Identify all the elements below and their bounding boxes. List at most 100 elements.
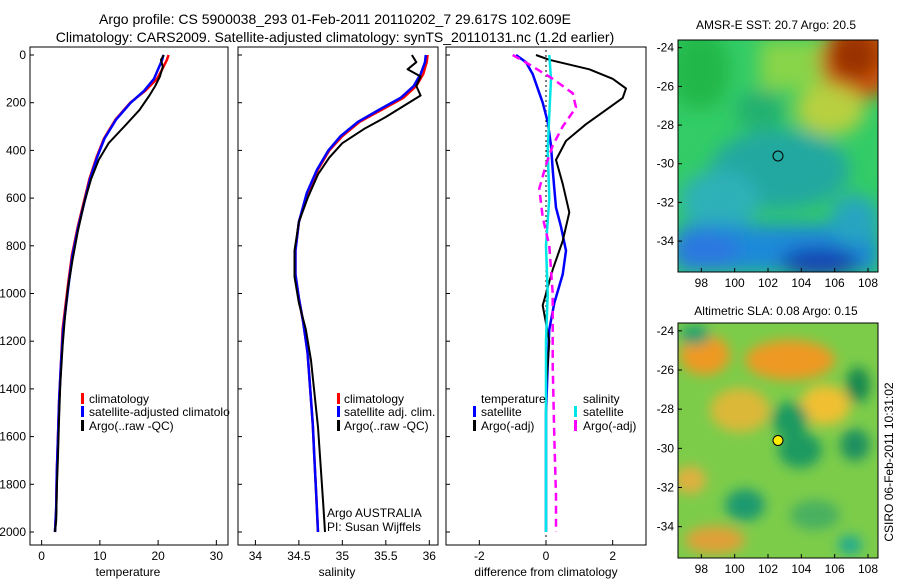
- map-y-tick-label: -32: [657, 195, 675, 209]
- sst-map-image: [678, 40, 878, 272]
- depth-axis-labels: 0 200 400 600 800 1000 1200 1400 1600 1800 2000: [0, 48, 26, 539]
- sst-map-title: AMSR-E SST: 20.7 Argo: 20.5: [696, 18, 856, 32]
- salinity-panel-frame: [237, 46, 439, 546]
- legend-heading-salinity: salinity: [583, 392, 620, 406]
- map-y-tick-label: -30: [657, 157, 675, 171]
- depth-tick-label: 0: [19, 48, 26, 62]
- legend-label-temp-argo: Argo(-adj): [481, 419, 534, 433]
- title-line-1: Argo profile: CS 5900038_293 01-Feb-2011…: [99, 11, 571, 27]
- legend-swatch-sal-argo: [574, 420, 577, 431]
- legend-swatch-climatology: [81, 393, 84, 404]
- series-line-argo-raw-qc: [54, 54, 165, 533]
- title-line-2: Climatology: CARS2009. Satellite-adjuste…: [56, 29, 614, 45]
- map-x-tick-label: 100: [725, 276, 745, 290]
- x-tick-label: 20: [151, 549, 165, 563]
- x-tick-label: 0: [38, 549, 45, 563]
- x-tick-label: 34.5: [287, 549, 311, 563]
- legend-swatch-argo: [337, 420, 340, 431]
- temperature-plot: 0 10 20 30: [30, 54, 224, 563]
- map-y-tick-label: -34: [657, 520, 675, 534]
- sla-map-title: Altimetric SLA: 0.08 Argo: 0.15: [694, 304, 858, 318]
- series-line-satellite-adj-clim: [294, 54, 428, 533]
- x-tick-label: 30: [210, 549, 224, 563]
- legend-label-climatology: climatology: [89, 392, 149, 406]
- legend-label-argo: Argo(..raw -QC): [344, 419, 429, 433]
- map-x-tick-label: 98: [695, 562, 709, 576]
- depth-tick-label: 200: [6, 96, 26, 110]
- legend-label-climatology: climatology: [344, 392, 404, 406]
- depth-tick-label: 1600: [0, 430, 26, 444]
- temperature-xlabel: temperature: [96, 565, 161, 579]
- x-tick-label: 35: [336, 549, 350, 563]
- sst-map-frame: [677, 39, 879, 273]
- series-line-temperature-satellite: [515, 53, 568, 532]
- sla-argo-marker: [772, 435, 784, 446]
- map-x-tick-label: 106: [825, 562, 845, 576]
- x-tick-label: 34: [249, 549, 263, 563]
- map-x-tick-label: 98: [695, 276, 709, 290]
- map-x-tick-label: 104: [791, 562, 811, 576]
- temperature-legend: climatology satellite-adjusted climatolo…: [81, 392, 230, 433]
- footer-stamp: CSIRO 06-Feb-2011 10:31:02: [882, 382, 896, 542]
- difference-plot: -2 0 2: [446, 50, 627, 563]
- legend-label-satellite: satellite-adjusted climatolo: [89, 405, 230, 419]
- series-line-temperature-argo-adj: [535, 54, 627, 532]
- legend-swatch-temp-argo: [473, 420, 476, 431]
- x-tick-label: 2: [609, 549, 616, 563]
- sla-map-image: [678, 323, 878, 558]
- series-line-argo-raw-qc: [293, 54, 422, 533]
- x-tick-label: 36: [423, 549, 437, 563]
- depth-tick-label: 600: [6, 191, 26, 205]
- x-tick-label: 35.5: [374, 549, 398, 563]
- legend-label-sal-argo: Argo(-adj): [583, 419, 636, 433]
- sla-map-axes: 98 100 102 104 106 108 -24 -26 -28 -30 -32 -34: [657, 324, 879, 576]
- annotation-argo-australia: Argo AUSTRALIA: [327, 506, 422, 520]
- legend-label-temp-satellite: satellite: [481, 405, 522, 419]
- series-line-salinity-argo-adj: [512, 53, 578, 532]
- map-y-tick-label: -28: [657, 118, 675, 132]
- salinity-plot: 34 34.5 35 35.5 36: [238, 54, 437, 563]
- legend-swatch-satellite: [337, 406, 340, 417]
- depth-tick-label: 1800: [0, 477, 26, 491]
- map-y-tick-label: -28: [657, 402, 675, 416]
- map-x-tick-label: 104: [791, 276, 811, 290]
- legend-label-sal-satellite: satellite: [583, 405, 624, 419]
- x-tick-label: 10: [93, 549, 107, 563]
- depth-tick-label: 2000: [0, 525, 26, 539]
- legend-heading-temperature: temperature: [481, 392, 546, 406]
- x-tick-label: 0: [543, 549, 550, 563]
- map-x-tick-label: 108: [858, 562, 878, 576]
- map-x-tick-label: 102: [758, 276, 778, 290]
- map-x-tick-label: 100: [725, 562, 745, 576]
- series-line-satellite-adjusted-climatology: [53, 54, 165, 533]
- sst-map-axes: 98 100 102 104 106 108 -24 -26 -28 -30 -32 -34: [657, 41, 879, 290]
- depth-tick-label: 400: [6, 143, 26, 157]
- difference-legend: temperature satellite Argo(-adj) salinit…: [473, 392, 636, 433]
- legend-swatch-sal-satellite: [574, 406, 577, 417]
- map-y-tick-label: -26: [657, 79, 675, 93]
- legend-swatch-argo: [81, 420, 84, 431]
- legend-label-argo: Argo(..raw -QC): [89, 419, 174, 433]
- map-x-tick-label: 106: [825, 276, 845, 290]
- legend-swatch-climatology: [337, 393, 340, 404]
- x-tick-label: -2: [474, 549, 485, 563]
- salinity-xlabel: salinity: [319, 565, 356, 579]
- map-y-tick-label: -32: [657, 481, 675, 495]
- annotation-pi: PI: Susan Wijffels: [327, 520, 421, 534]
- temperature-panel-frame: [29, 46, 229, 546]
- sst-argo-marker: [772, 150, 784, 162]
- legend-swatch-temp-satellite: [473, 406, 476, 417]
- depth-tick-label: 1400: [0, 382, 26, 396]
- map-y-tick-label: -24: [657, 324, 675, 338]
- map-x-tick-label: 102: [758, 562, 778, 576]
- map-y-tick-label: -34: [657, 234, 675, 248]
- map-y-tick-label: -30: [657, 441, 675, 455]
- legend-swatch-satellite: [81, 406, 84, 417]
- depth-tick-label: 1000: [0, 287, 26, 301]
- map-y-tick-label: -26: [657, 363, 675, 377]
- map-y-tick-label: -24: [657, 41, 675, 55]
- legend-label-satellite: satellite adj. clim.: [344, 405, 435, 419]
- sla-map-frame: [677, 322, 879, 559]
- difference-xlabel: difference from climatology: [474, 565, 617, 579]
